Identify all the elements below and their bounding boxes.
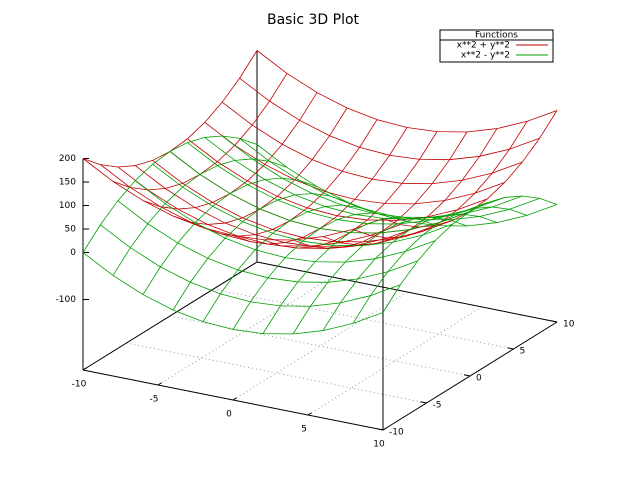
surface-mesh-line <box>117 200 418 283</box>
surface-mesh-line <box>134 165 436 248</box>
grid-line <box>169 315 471 377</box>
z-tick-label: 200 <box>59 154 76 164</box>
x-tick-label: 10 <box>373 440 385 450</box>
surface-mesh-line <box>169 151 471 234</box>
surface-mesh-line <box>262 131 438 249</box>
z-tick-label: -100 <box>56 295 77 305</box>
surface-mesh-line <box>256 50 558 133</box>
surface-mesh-line <box>82 252 384 335</box>
surface-mesh-line <box>232 127 408 245</box>
axis-line <box>82 261 258 371</box>
chart-title: Basic 3D Plot <box>267 12 360 28</box>
surface-mesh-line <box>204 122 505 205</box>
surface-mesh-line <box>322 128 498 246</box>
legend-label: x**2 + y**2 <box>457 41 510 51</box>
y-tick-label: -10 <box>389 428 404 438</box>
surface-mesh-line <box>221 101 523 185</box>
surface-mesh-line <box>134 180 436 263</box>
tick-mark <box>232 397 237 401</box>
y-tick-label: 5 <box>520 347 526 357</box>
y-tick-label: 10 <box>563 320 575 330</box>
tick-mark <box>420 401 427 404</box>
tick-mark <box>550 320 558 323</box>
z-tick-label: 100 <box>59 201 76 211</box>
surface-mesh-line <box>82 158 384 241</box>
tick-mark <box>307 412 312 416</box>
tick-mark <box>382 427 387 431</box>
surface-mesh-line <box>100 224 401 307</box>
tick-mark <box>376 428 384 431</box>
legend-label: x**2 - y**2 <box>461 51 510 61</box>
z-tick-label: 150 <box>59 178 76 188</box>
surface-mesh-line <box>256 144 558 227</box>
x-tick-label: -10 <box>72 380 87 390</box>
tick-mark <box>463 374 471 377</box>
surface-mesh-line <box>202 204 378 322</box>
tick-mark <box>507 347 514 350</box>
surface-mesh-line <box>232 212 408 330</box>
grid-line <box>126 342 427 404</box>
surface-mesh-line <box>117 166 418 249</box>
surface-mesh-line <box>172 107 348 225</box>
surface-mesh-line <box>142 92 318 210</box>
tick-mark <box>82 367 87 371</box>
x-tick-label: 5 <box>301 425 307 435</box>
tick-mark <box>157 382 162 386</box>
surface-mesh-line <box>239 138 540 221</box>
surface-mesh-line <box>152 160 453 243</box>
surface-mesh-line <box>239 77 540 161</box>
surface-mesh-line <box>187 138 488 221</box>
surface-mesh-line <box>204 137 505 220</box>
x-tick-label: 0 <box>226 410 232 420</box>
legend-box <box>439 29 554 63</box>
surface-mesh-line <box>172 193 348 311</box>
z-tick-label: 0 <box>70 248 76 258</box>
surface-mesh-line <box>112 73 288 191</box>
x-tick-label: -5 <box>150 395 159 405</box>
grid-line <box>213 288 514 350</box>
surface-mesh-line <box>100 164 401 247</box>
surface-mesh-line <box>221 135 523 218</box>
surface-mesh-line <box>152 163 453 247</box>
axis-line <box>256 261 558 323</box>
surface-mesh-line <box>322 213 498 331</box>
z-tick-label: 50 <box>65 225 77 235</box>
surface-mesh-line <box>382 195 558 313</box>
surface-mesh-line <box>187 142 488 225</box>
grid-line <box>307 306 483 416</box>
legend-title: Functions <box>475 31 518 41</box>
y-tick-label: 0 <box>476 374 482 384</box>
y-tick-label: -5 <box>433 401 442 411</box>
